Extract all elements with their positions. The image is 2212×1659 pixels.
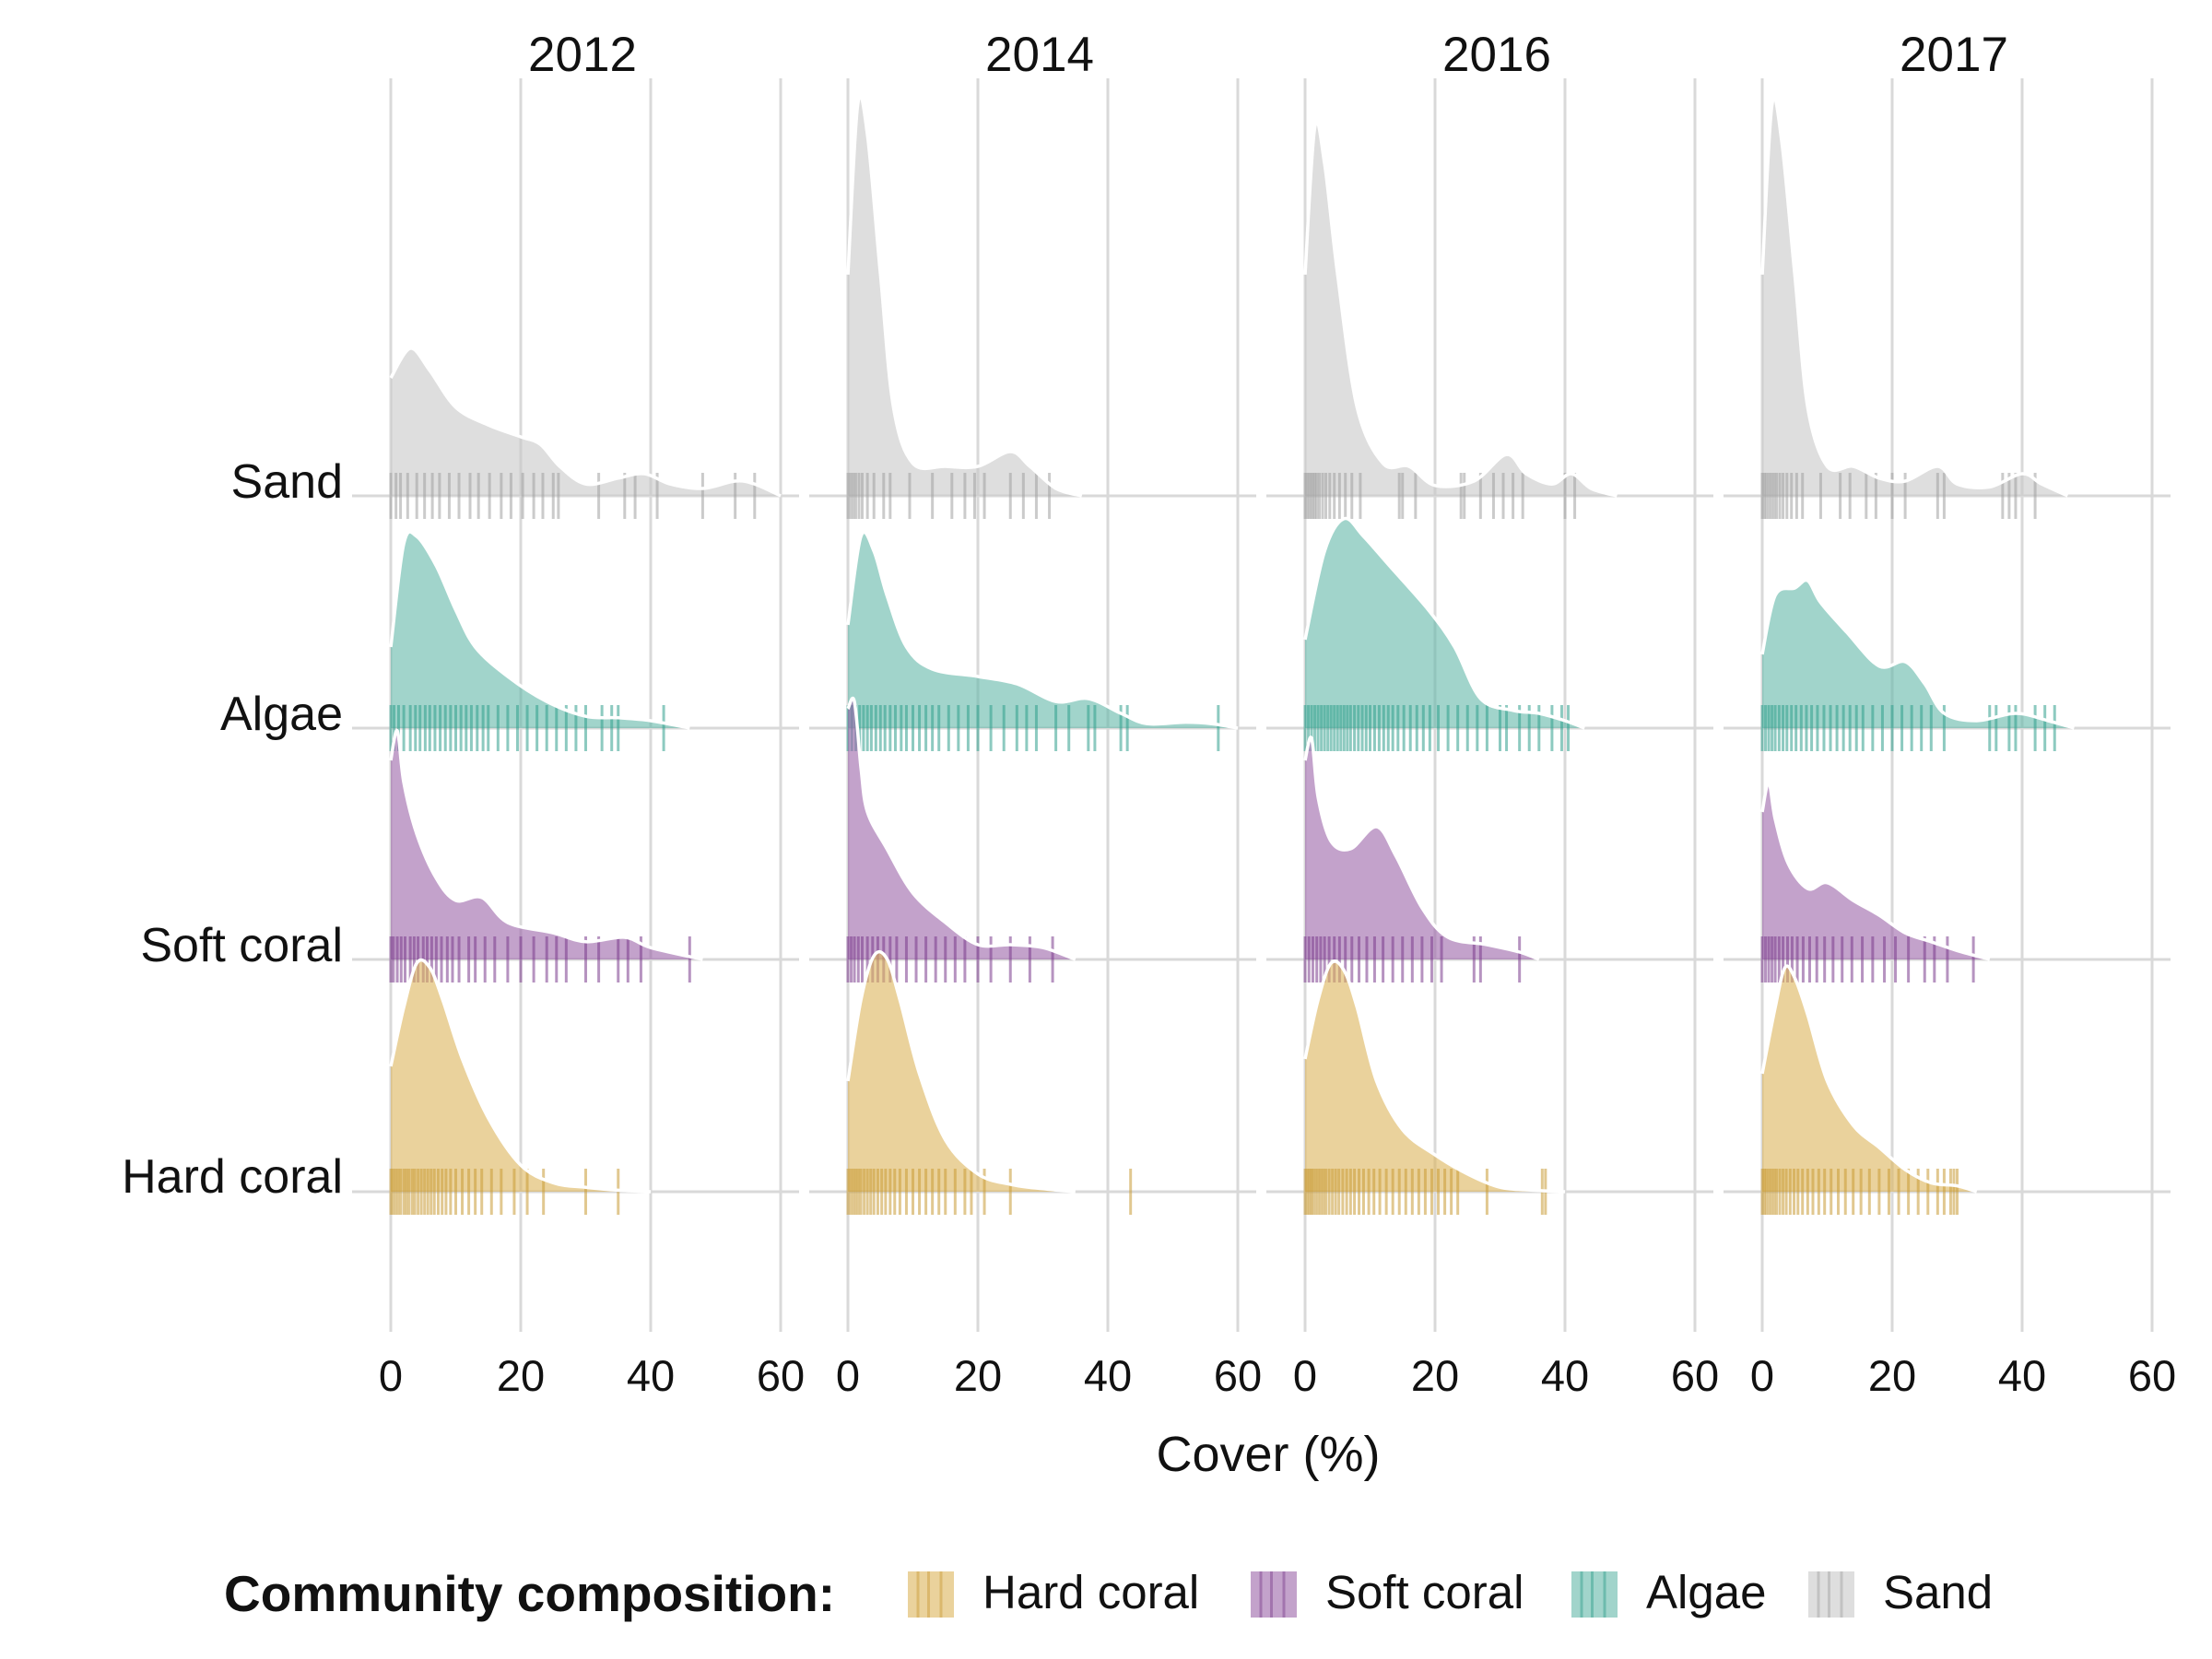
density-2014-algae: [848, 532, 1238, 728]
x-tick-2016-0: 0: [1293, 1351, 1317, 1400]
density-outline-2012-sand: [389, 347, 782, 498]
x-tick-2012-20: 20: [497, 1351, 545, 1400]
x-tick-2012-40: 40: [627, 1351, 675, 1400]
legend-swatch-sand: [1808, 1571, 1854, 1618]
ridge-group-2016-hard-coral: [1303, 959, 1566, 1215]
ridge-layer: [389, 94, 2075, 1215]
density-2014-sand: [848, 95, 1082, 496]
density-2016-soft-coral: [1305, 736, 1539, 959]
legend-key-algae: [1571, 1571, 1618, 1618]
ridge-group-2012-hard-coral: [389, 958, 652, 1215]
legend-key-soft-coral: [1251, 1571, 1297, 1618]
legend-swatch-soft-coral: [1251, 1571, 1297, 1618]
panel-title-2017: 2017: [1900, 28, 2008, 82]
y-label-algae: Algae: [220, 688, 343, 741]
density-2014-soft-coral: [848, 698, 1076, 959]
density-2012-hard-coral: [391, 959, 651, 1192]
density-outline-2014-hard-coral: [846, 949, 1076, 1194]
legend-label-sand: Sand: [1883, 1566, 1993, 1618]
density-outline-2017-sand: [1760, 96, 2069, 498]
density-2017-sand: [1762, 97, 2068, 496]
y-label-soft-coral: Soft coral: [140, 919, 343, 972]
x-axis-title: Cover (%): [1156, 1427, 1380, 1482]
density-outline-2017-algae: [1760, 578, 2075, 730]
legend-key-hard-coral: [908, 1571, 954, 1618]
x-tick-labels: 0 20 40 60 0 20 40 60 0 20 40 60 0 20 40 60: [379, 1351, 2176, 1400]
legend-key-sand: [1808, 1571, 1854, 1618]
y-label-sand: Sand: [231, 455, 343, 509]
legend-swatch-hard-coral: [908, 1571, 954, 1618]
ridge-group-2012-sand: [389, 347, 782, 519]
density-outline-2014-soft-coral: [846, 696, 1077, 961]
ridge-group-2017-soft-coral: [1760, 781, 1991, 982]
legend-label-algae: Algae: [1646, 1566, 1766, 1618]
density-outline-2016-hard-coral: [1303, 959, 1566, 1194]
x-tick-2014-40: 40: [1084, 1351, 1132, 1400]
x-tick-2014-0: 0: [836, 1351, 860, 1400]
x-tick-2017-20: 20: [1868, 1351, 1916, 1400]
density-2016-hard-coral: [1305, 960, 1565, 1192]
density-outline-2016-algae: [1303, 516, 1585, 730]
density-2017-soft-coral: [1762, 782, 1990, 959]
density-2012-sand: [391, 347, 781, 496]
legend-label-hard-coral: Hard coral: [982, 1566, 1199, 1618]
panel-title-2014: 2014: [985, 28, 1094, 82]
density-outline-2016-sand: [1303, 120, 1618, 498]
legend: Community composition: Hard coral Soft c…: [224, 1565, 1993, 1622]
legend-swatch-algae: [1571, 1571, 1618, 1618]
density-2017-hard-coral: [1762, 966, 1977, 1192]
x-tick-2017-40: 40: [1998, 1351, 2046, 1400]
density-2016-sand: [1305, 121, 1618, 497]
density-outline-2017-soft-coral: [1760, 781, 1991, 961]
x-tick-2014-20: 20: [954, 1351, 1002, 1400]
legend-title: Community composition:: [224, 1565, 835, 1622]
y-axis-labels: Sand Algae Soft coral Hard coral: [122, 455, 343, 1204]
y-label-hard-coral: Hard coral: [122, 1150, 343, 1204]
panel-title-2016: 2016: [1442, 28, 1551, 82]
ridge-group-2016-soft-coral: [1303, 735, 1540, 982]
x-tick-2012-0: 0: [379, 1351, 403, 1400]
panel-titles: 2012 2014 2016 2017: [528, 28, 2008, 82]
density-outline-2012-soft-coral: [389, 729, 703, 961]
ridge-group-2016-sand: [1303, 120, 1618, 519]
density-outline-2016-soft-coral: [1303, 735, 1540, 961]
density-outline-2012-hard-coral: [389, 958, 652, 1194]
legend-keys: [908, 1571, 1854, 1618]
x-tick-2017-0: 0: [1750, 1351, 1774, 1400]
density-outline-2014-algae: [846, 530, 1239, 730]
ridge-group-2017-sand: [1760, 96, 2069, 519]
x-tick-2014-60: 60: [1214, 1351, 1262, 1400]
density-2014-hard-coral: [848, 951, 1076, 1192]
density-2012-soft-coral: [391, 730, 703, 959]
legend-label-soft-coral: Soft coral: [1325, 1566, 1524, 1618]
x-tick-2012-60: 60: [757, 1351, 805, 1400]
density-outline-2012-algae: [389, 530, 690, 730]
ridge-group-2014-hard-coral: [846, 949, 1133, 1215]
x-tick-2017-60: 60: [2128, 1351, 2176, 1400]
x-tick-2016-60: 60: [1671, 1351, 1719, 1400]
x-tick-2016-20: 20: [1411, 1351, 1459, 1400]
ridge-group-2014-algae: [846, 530, 1239, 751]
density-outline-2014-sand: [846, 94, 1083, 498]
x-tick-2016-40: 40: [1541, 1351, 1589, 1400]
panel-title-2012: 2012: [528, 28, 637, 82]
ridge-group-2017-algae: [1760, 578, 2075, 751]
ridge-group-2014-sand: [846, 94, 1083, 519]
ridge-group-2016-algae: [1303, 516, 1585, 751]
ridge-group-2012-algae: [389, 530, 690, 751]
ridge-group-2017-hard-coral: [1760, 964, 1978, 1215]
density-2016-algae: [1305, 518, 1585, 728]
ridge-group-2014-soft-coral: [846, 696, 1077, 982]
density-2017-algae: [1762, 580, 2075, 728]
density-outline-2017-hard-coral: [1760, 964, 1978, 1194]
density-2012-algae: [391, 532, 690, 728]
ridge-group-2012-soft-coral: [389, 729, 703, 982]
